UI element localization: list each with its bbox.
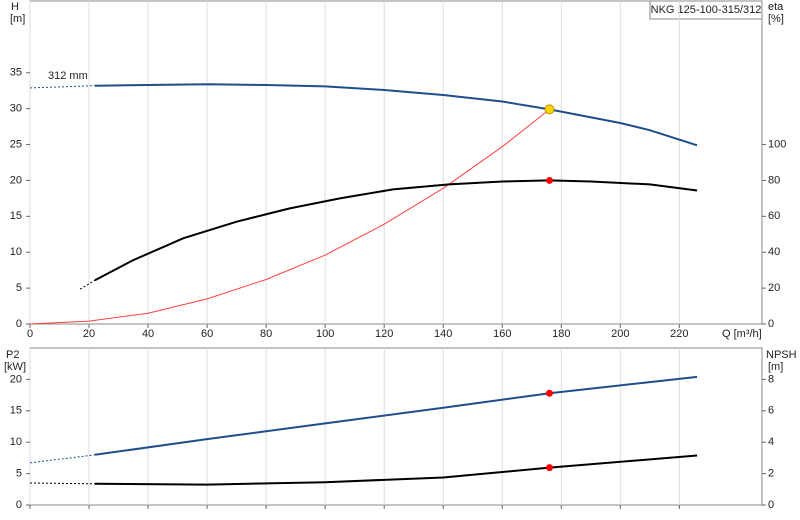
plot-frame [29,0,763,325]
y2-tick-label: 100 [768,138,786,150]
curve [29,482,95,485]
y2-tick-label: 20 [768,282,780,294]
y-axis-unit: [kW] [4,361,26,373]
y-axis-unit: [m] [10,13,25,25]
curve [29,454,95,464]
curve [29,109,550,325]
x-tick-label: 120 [375,328,393,340]
plot-frame [29,347,763,506]
duty-point [544,104,555,115]
y2-axis-label: NPSH [766,349,797,361]
y2-tick-label: 60 [768,210,780,222]
x-tick-label: 80 [260,328,272,340]
y2-tick-label: 4 [768,436,774,448]
x-tick-label: 0 [27,328,33,340]
x-tick-label: 180 [552,328,570,340]
y2-tick-label: 2 [768,468,774,480]
y-tick-label: 10 [10,436,22,448]
y-tick-label: 25 [10,138,22,150]
duty-point [545,464,553,472]
y-tick-label: 20 [10,174,22,186]
y2-axis-unit: [m] [768,361,783,373]
y2-tick-label: 0 [768,318,774,330]
chart-title: NKG 125-100-315/312 [651,4,762,16]
y2-tick-label: 80 [768,174,780,186]
duty-point [545,176,553,184]
y2-tick-label: 6 [768,405,774,417]
y-tick-label: 15 [10,210,22,222]
curve [79,279,96,290]
y2-tick-label: 8 [768,373,774,385]
curve [94,454,698,486]
x-tick-label: 160 [493,328,511,340]
x-tick-label: 140 [434,328,452,340]
y-tick-label: 20 [10,373,22,385]
y-axis-label: P2 [6,349,19,361]
y-tick-label: 30 [10,103,22,115]
x-tick-label: 40 [142,328,154,340]
y-tick-label: 0 [16,499,22,511]
duty-point [545,389,553,397]
y-tick-label: 15 [10,405,22,417]
curve [94,375,698,456]
x-tick-label: 200 [611,328,629,340]
x-tick-label: 60 [201,328,213,340]
y-axis-label: H [11,1,19,13]
y-tick-label: 0 [16,318,22,330]
x-tick-label: 220 [670,328,688,340]
y2-tick-label: 40 [768,246,780,258]
y-tick-label: 5 [16,282,22,294]
y2-tick-label: 0 [768,499,774,511]
curve [94,179,698,282]
annotation: 312 mm [48,70,88,82]
y2-axis-unit: [%] [768,13,784,25]
x-tick-label: 20 [83,328,95,340]
y2-axis-label: eta [768,1,784,13]
x-axis-label: Q [m³/h] [722,328,762,340]
curve [94,83,698,147]
y-tick-label: 35 [10,67,22,79]
x-tick-label: 100 [316,328,334,340]
curve [29,85,95,89]
y-tick-label: 5 [16,468,22,480]
y-tick-label: 10 [10,246,22,258]
